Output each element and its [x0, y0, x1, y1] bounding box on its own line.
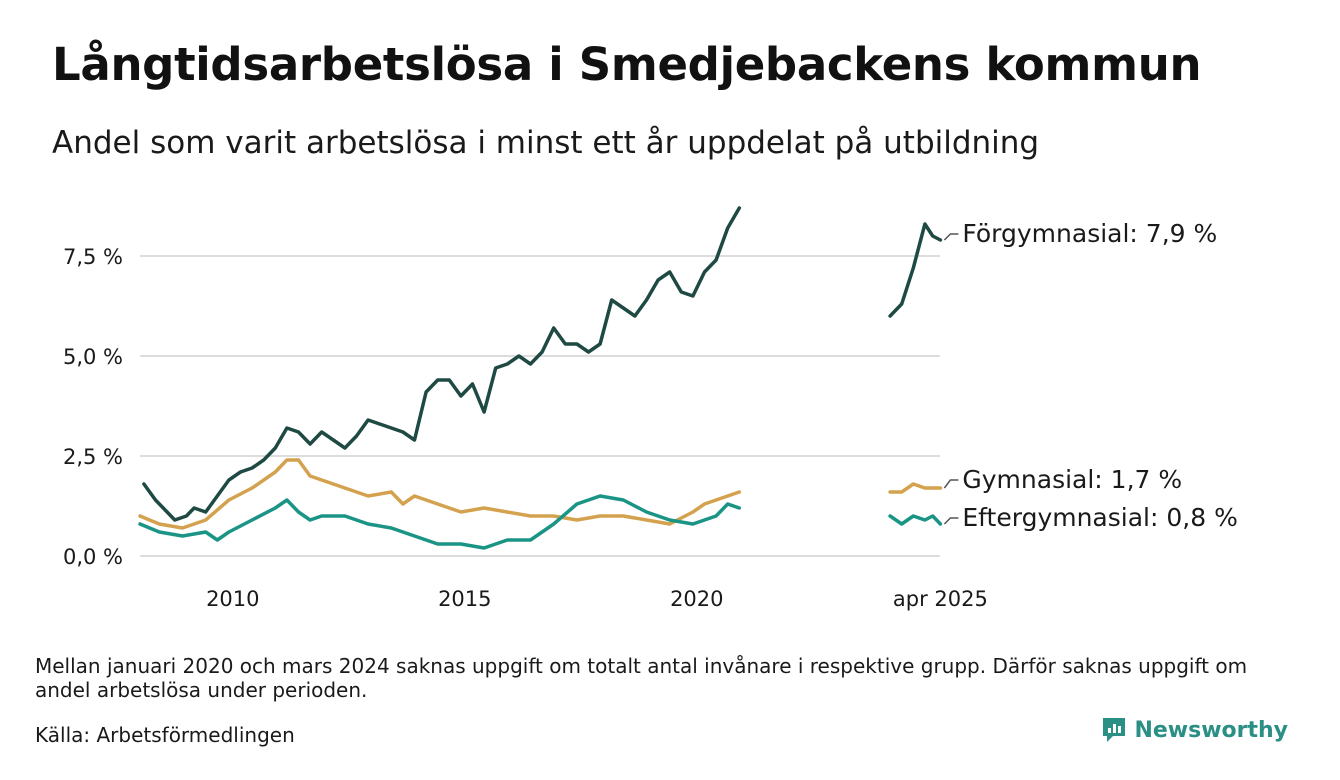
chart-title: Långtidsarbetslösa i Smedjebackens kommu… — [52, 38, 1202, 91]
forgymnasial-line-segment-0 — [142, 206, 742, 522]
gymnasial-line-segment-0 — [138, 458, 742, 530]
brand-name: Newsworthy — [1134, 717, 1288, 743]
y-tick-label: 2,5 % — [63, 445, 123, 469]
forgymnasial-label-connector — [943, 233, 959, 241]
eftergymnasial-label-connector — [943, 517, 959, 525]
x-tick-label: 2020 — [670, 587, 723, 611]
line-chart: 0,0 % 2,5 % 5,0 % 7,5 % 2010 2015 2020 apr 202… — [63, 206, 1238, 611]
brand-logo: Newsworthy — [1101, 716, 1288, 744]
gymnasial-label-connector — [943, 479, 959, 489]
y-tick-label: 0,0 % — [63, 545, 123, 569]
chart-subtitle: Andel som varit arbetslösa i minst ett å… — [52, 125, 1040, 161]
series-end-labels: Förgymnasial: 7,9 % Gymnasial: 1,7 % Efter… — [943, 219, 1238, 532]
eftergymnasial-line-segment-0 — [138, 494, 742, 550]
newsworthy-logo-icon — [1103, 718, 1126, 742]
gymnasial-end-label: Gymnasial: 1,7 % — [962, 465, 1182, 494]
y-axis-labels: 0,0 % 2,5 % 5,0 % 7,5 % — [63, 245, 123, 569]
x-tick-label: apr 2025 — [893, 587, 988, 611]
y-tick-label: 5,0 % — [63, 345, 123, 369]
grid-lines — [140, 255, 940, 557]
eftergymnasial-end-label: Eftergymnasial: 0,8 % — [962, 503, 1237, 532]
x-tick-label: 2010 — [206, 587, 259, 611]
y-tick-label: 7,5 % — [63, 245, 123, 269]
gymnasial-line-segment-1 — [888, 482, 943, 494]
footnote: Mellan januari 2020 och mars 2024 saknas… — [35, 654, 1248, 702]
eftergymnasial-line-segment-1 — [888, 514, 943, 526]
x-tick-label: 2015 — [438, 587, 491, 611]
source-note: Källa: Arbetsförmedlingen — [35, 723, 295, 747]
forgymnasial-line-segment-1 — [888, 222, 943, 318]
x-axis-labels: 2010 2015 2020 apr 2025 — [206, 587, 988, 611]
series-lines — [138, 206, 943, 550]
forgymnasial-end-label: Förgymnasial: 7,9 % — [962, 219, 1217, 248]
